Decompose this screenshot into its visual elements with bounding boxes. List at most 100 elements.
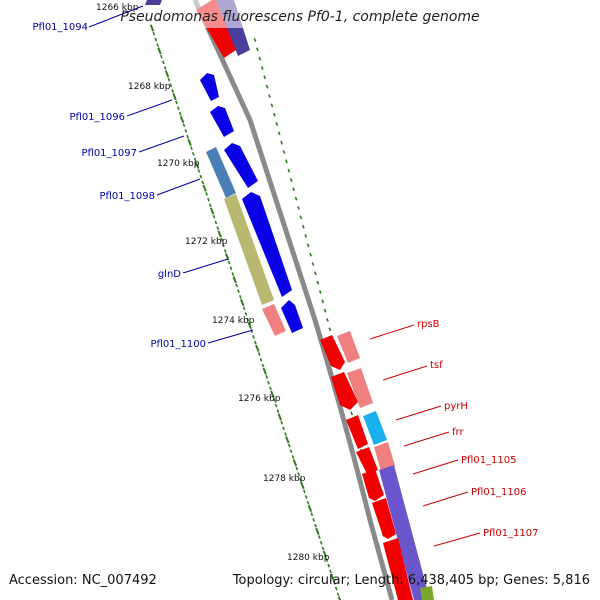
ruler-tick bbox=[163, 66, 167, 70]
ruler-tick bbox=[297, 472, 301, 477]
gene-feature-c[interactable] bbox=[224, 143, 258, 188]
ruler-tick bbox=[285, 436, 290, 444]
gene-feature-d[interactable] bbox=[242, 192, 292, 297]
gene-label-pfl01-1106[interactable]: Pfl01_1106 bbox=[471, 487, 527, 498]
reverse-gene-labels: rpsB tsf pyrH frr Pfl01_1105 Pfl01_1106 … bbox=[417, 319, 539, 539]
genes-value: 5,816 bbox=[552, 573, 590, 588]
ruler-tick bbox=[287, 443, 291, 448]
gene-label-frr[interactable]: frr bbox=[452, 427, 464, 438]
ruler-tick bbox=[258, 56, 262, 61]
gene-label-rpsb[interactable]: rpsB bbox=[417, 319, 440, 330]
ruler-tick bbox=[350, 411, 354, 416]
gene-feature-rpsb-a[interactable] bbox=[320, 335, 345, 370]
gene-label-pfl01-1094[interactable]: Pfl01_1094 bbox=[32, 22, 88, 33]
gene-label-glnd[interactable]: glnD bbox=[158, 269, 181, 280]
ruler-tick bbox=[261, 363, 265, 368]
ruler-tick bbox=[329, 569, 332, 574]
ruler-tick bbox=[292, 187, 296, 192]
gene-label-pfl01-1105[interactable]: Pfl01_1105 bbox=[461, 455, 517, 466]
gene-feature-rpsb[interactable] bbox=[337, 331, 360, 363]
gene-feature-pfl01-1107-a[interactable] bbox=[383, 538, 413, 600]
gene-feature-b[interactable] bbox=[210, 106, 234, 137]
ruler-tick bbox=[259, 357, 263, 362]
ruler-label: 1280 kbp bbox=[287, 553, 330, 563]
ruler-tick bbox=[326, 318, 329, 322]
ruler-tick bbox=[295, 466, 299, 471]
gene-feature-e[interactable] bbox=[281, 300, 303, 333]
gene-feature-pyrh[interactable] bbox=[363, 411, 387, 445]
gene-feature-pfl01-1100[interactable] bbox=[262, 304, 286, 336]
ruler-tick bbox=[322, 550, 328, 558]
gene-feature-pfl01-1094[interactable] bbox=[145, 0, 162, 5]
ruler-tick bbox=[275, 122, 279, 126]
gene-label-pfl01-1107[interactable]: Pfl01_1107 bbox=[483, 528, 539, 539]
gene-feature-bottom-green[interactable] bbox=[420, 586, 434, 600]
accession-info: Accession: NC_007492 bbox=[9, 573, 157, 588]
ruler-tick bbox=[207, 197, 210, 202]
gene-label-pfl01-1096[interactable]: Pfl01_1096 bbox=[69, 112, 125, 123]
gene-feature-pfl01-1105[interactable] bbox=[379, 465, 430, 600]
ruler-tick bbox=[267, 380, 270, 385]
ruler-tick bbox=[217, 230, 222, 238]
ruler-tick bbox=[193, 157, 197, 162]
gene-label-tsf[interactable]: tsf bbox=[430, 360, 443, 371]
ruler-tick bbox=[190, 146, 193, 151]
reverse-feature-track bbox=[320, 331, 434, 600]
ruler-tick bbox=[276, 409, 280, 414]
ruler-tick bbox=[299, 215, 303, 220]
genes-label: Genes: bbox=[503, 573, 549, 588]
gene-feature-tsf-a[interactable] bbox=[331, 372, 358, 410]
gene-label-pfl01-1100[interactable]: Pfl01_1100 bbox=[150, 339, 206, 350]
ruler-tick bbox=[337, 596, 342, 600]
reverse-feature-track-top bbox=[186, 0, 256, 58]
ruler-tick bbox=[242, 306, 246, 311]
ruler-tick bbox=[254, 340, 257, 345]
gene-label-pfl01-1098[interactable]: Pfl01_1098 bbox=[99, 191, 155, 202]
ruler-tick bbox=[316, 280, 320, 285]
ruler-tick bbox=[282, 150, 286, 154]
gene-label-pfl01-1097[interactable]: Pfl01_1097 bbox=[81, 148, 137, 159]
gene-feature-frr-a[interactable] bbox=[356, 447, 378, 476]
ruler-tick bbox=[214, 220, 218, 225]
ruler-tick bbox=[332, 580, 336, 585]
forward-leaders bbox=[88, 5, 254, 344]
ruler-tick bbox=[157, 47, 162, 55]
reverse-leaders bbox=[369, 324, 481, 547]
ruler-tick bbox=[285, 159, 288, 164]
ruler-tick bbox=[318, 290, 322, 294]
gene-feature-a[interactable] bbox=[200, 73, 219, 101]
gene-feature-glnd[interactable] bbox=[224, 194, 274, 305]
gene-feature-frr[interactable] bbox=[374, 442, 395, 471]
ruler-tick bbox=[247, 321, 252, 330]
ruler-tick bbox=[156, 43, 160, 48]
ruler-tick bbox=[191, 151, 195, 156]
ruler-tick bbox=[310, 512, 314, 517]
ruler-tick bbox=[328, 327, 332, 332]
ruler-label: 1270 kbp bbox=[157, 159, 200, 169]
ruler-tick bbox=[161, 60, 165, 65]
ruler-tick bbox=[176, 106, 180, 110]
gene-feature-tsf[interactable] bbox=[347, 368, 373, 408]
ruler-tick bbox=[280, 420, 284, 425]
map-title: Pseudomonas fluorescens Pf0-1, complete … bbox=[120, 9, 480, 25]
gene-label-pyrh[interactable]: pyrH bbox=[444, 401, 468, 412]
gene-feature-pfl01-1106-a[interactable] bbox=[372, 498, 396, 539]
ruler-tick bbox=[209, 207, 215, 215]
ruler-tick bbox=[208, 203, 212, 208]
ruler-tick bbox=[323, 308, 327, 313]
gene-feature-pfl01-1105-a[interactable] bbox=[362, 469, 384, 501]
ruler-tick bbox=[284, 432, 287, 437]
ruler-tick bbox=[312, 518, 316, 522]
ruler-tick bbox=[277, 131, 281, 136]
ruler-label: 1266 kbp bbox=[96, 3, 139, 13]
ruler-tick bbox=[231, 272, 235, 276]
ruler-tick bbox=[253, 38, 257, 42]
ruler-tick bbox=[265, 375, 269, 379]
ruler-tick bbox=[294, 196, 298, 201]
ruler-tick bbox=[205, 191, 208, 196]
gene-feature-pyrh-a[interactable] bbox=[346, 415, 368, 449]
gene-feature-pfl01-1097[interactable] bbox=[206, 147, 236, 198]
ruler-tick bbox=[202, 184, 207, 192]
ruler-tick bbox=[299, 477, 302, 482]
forward-gene-labels: Pfl01_1094 Pfl01_1096 Pfl01_1097 Pfl01_1… bbox=[32, 22, 206, 350]
